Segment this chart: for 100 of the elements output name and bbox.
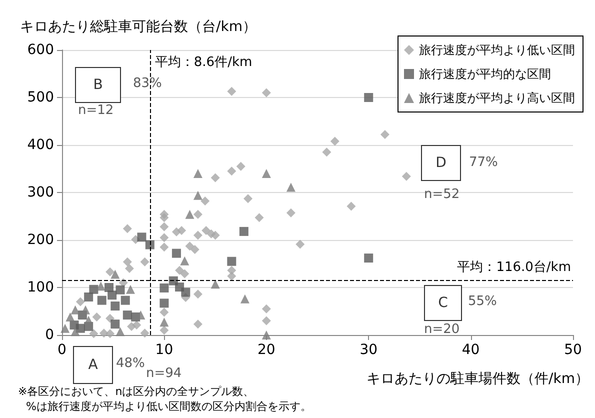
- point: [160, 308, 169, 317]
- point: [364, 93, 374, 102]
- annotation: n=52: [424, 187, 460, 202]
- legend-label: 旅行速度が平均より低い区間: [419, 43, 575, 57]
- point: [97, 296, 106, 305]
- point: [132, 320, 142, 330]
- point: [126, 284, 135, 294]
- point: [160, 222, 169, 232]
- point: [185, 242, 194, 251]
- point: [262, 316, 271, 326]
- annotation: 77%: [469, 155, 498, 170]
- point: [177, 226, 186, 235]
- point: [227, 272, 236, 281]
- point: [364, 254, 374, 263]
- ref-line-label: 平均：116.0台/km: [457, 258, 571, 276]
- annotation: B: [75, 67, 121, 103]
- point: [76, 324, 85, 333]
- point: [122, 257, 132, 266]
- point: [110, 270, 120, 279]
- point: [106, 267, 115, 276]
- point: [124, 264, 134, 273]
- x-tick-label: 20: [257, 342, 276, 358]
- point: [84, 292, 94, 302]
- point: [160, 213, 169, 222]
- point: [140, 257, 150, 266]
- annotation: D: [421, 145, 461, 181]
- annotation: n=20: [424, 322, 460, 337]
- point: [160, 326, 169, 335]
- point: [160, 233, 169, 242]
- point: [200, 196, 210, 206]
- ref-line-label: 平均：8.6件/km: [154, 54, 252, 71]
- point: [122, 224, 132, 234]
- point: [193, 290, 202, 299]
- point: [296, 240, 305, 249]
- point: [210, 280, 220, 289]
- point: [193, 210, 202, 219]
- x-tick-label: 50: [564, 342, 582, 358]
- point: [180, 269, 190, 278]
- point: [190, 245, 200, 254]
- point: [244, 194, 253, 204]
- annotation: 55%: [468, 294, 497, 309]
- point: [210, 230, 220, 240]
- point: [286, 208, 296, 218]
- point: [160, 283, 169, 292]
- point: [227, 256, 236, 266]
- y-tick-label: 500: [27, 90, 54, 106]
- x-axis-title: キロあたりの駐車場件数（件/km）: [366, 370, 589, 388]
- text: ※各区分において、nは区分内の全サンプル数、: [18, 384, 254, 399]
- point: [110, 302, 120, 311]
- point: [120, 296, 130, 305]
- point: [254, 213, 264, 222]
- annotation: n=12: [78, 103, 114, 118]
- point: [108, 290, 117, 300]
- point: [175, 266, 184, 275]
- annotation: C: [424, 285, 462, 321]
- point: [227, 166, 236, 176]
- point: [160, 242, 169, 252]
- point: [402, 172, 411, 181]
- y-tick-label: 100: [27, 280, 54, 296]
- annotation: 83%: [133, 76, 162, 91]
- point: [193, 230, 202, 240]
- x-tick-label: 30: [360, 342, 378, 358]
- point: [346, 202, 356, 211]
- y-tick-label: 600: [27, 42, 54, 58]
- point: [262, 330, 271, 340]
- point: [106, 329, 115, 338]
- y-tick-label: 200: [27, 232, 54, 248]
- text: n=94: [146, 366, 182, 381]
- legend-label: 旅行速度が平均より高い区間: [419, 91, 575, 105]
- point: [286, 182, 296, 192]
- point: [60, 324, 70, 333]
- point: [227, 86, 236, 96]
- point: [330, 136, 340, 146]
- point: [106, 314, 115, 323]
- y-tick-label: 400: [27, 137, 54, 153]
- point: [239, 226, 248, 236]
- point: [262, 169, 271, 178]
- point: [180, 256, 190, 266]
- point: [137, 232, 146, 242]
- point: [262, 88, 271, 98]
- point: [322, 148, 332, 157]
- point: [193, 169, 202, 178]
- point: [122, 310, 132, 320]
- point: [193, 190, 202, 200]
- point: [193, 320, 202, 329]
- point: [92, 312, 102, 322]
- point: [160, 298, 169, 308]
- legend-label: 旅行速度が平均的な区間: [419, 67, 551, 81]
- point: [145, 240, 154, 250]
- point: [236, 162, 246, 171]
- y-tick-label: 0: [45, 327, 54, 343]
- point: [76, 297, 85, 306]
- point: [172, 248, 181, 258]
- point: [116, 327, 125, 336]
- point: [140, 328, 150, 338]
- text: A: [73, 346, 113, 384]
- x-tick-label: 40: [462, 342, 480, 358]
- point: [262, 304, 271, 314]
- text: %は旅行速度が平均より低い区間数の区分内割合を示す。: [26, 399, 312, 414]
- point: [66, 312, 75, 322]
